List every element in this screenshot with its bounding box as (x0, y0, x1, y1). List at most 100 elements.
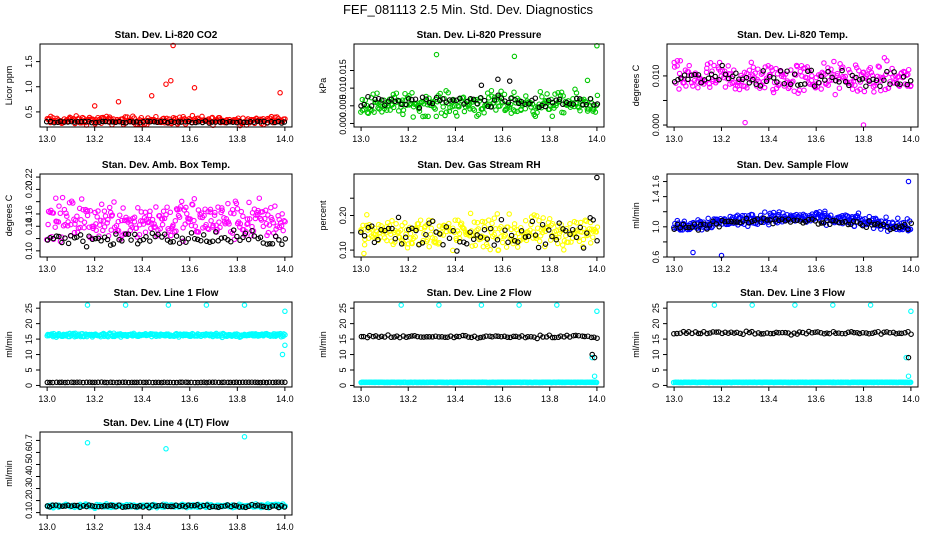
x-tick-label: 13.6 (494, 134, 512, 144)
data-point (456, 104, 462, 110)
data-point (489, 334, 495, 340)
data-point (77, 379, 83, 385)
data-point (489, 93, 495, 100)
data-point (893, 330, 899, 337)
y-tick-label: 0.20 (24, 181, 34, 199)
data-point (376, 106, 382, 112)
data-point (748, 59, 755, 66)
data-point (110, 379, 116, 386)
data-point (863, 224, 870, 231)
data-point (56, 379, 63, 386)
data-point (869, 222, 875, 228)
data-point (560, 93, 566, 99)
data-point (752, 331, 758, 337)
x-tick-label: 14.0 (588, 264, 606, 274)
data-point (478, 302, 485, 308)
data-point (282, 379, 288, 386)
data-point (768, 64, 774, 71)
data-point (203, 379, 210, 386)
data-point (674, 63, 680, 69)
data-point (474, 219, 481, 226)
data-point (412, 96, 419, 102)
data-point (219, 205, 225, 211)
data-point (811, 83, 818, 89)
data-point (281, 218, 287, 224)
x-tick-label: 14.0 (588, 394, 606, 404)
data-point (83, 379, 90, 386)
data-point (101, 208, 108, 214)
data-point (695, 330, 702, 337)
data-point (109, 212, 116, 218)
data-point (233, 200, 240, 207)
data-point (379, 109, 385, 115)
data-point (479, 218, 486, 225)
data-point (493, 97, 500, 103)
chart-title: Stan. Dev. Sample Flow (737, 160, 849, 171)
data-point (409, 333, 415, 339)
data-point (743, 328, 750, 335)
data-point (503, 244, 510, 250)
data-point (107, 242, 114, 248)
data-point (145, 219, 151, 226)
data-point (77, 232, 84, 238)
data-point (179, 379, 185, 386)
data-point (379, 97, 385, 103)
data-point (567, 231, 573, 238)
data-point (707, 60, 714, 66)
data-point (845, 329, 851, 336)
x-tick-label: 13.2 (86, 134, 104, 144)
data-point (249, 227, 255, 234)
data-point (173, 228, 179, 234)
data-point (594, 308, 600, 315)
data-point (505, 239, 511, 246)
data-point (115, 227, 122, 234)
data-point (164, 503, 171, 510)
data-point (797, 68, 804, 75)
data-point (805, 68, 811, 75)
data-point (240, 213, 246, 220)
data-point (45, 221, 51, 228)
data-point (548, 96, 554, 103)
data-point (399, 222, 405, 229)
x-tick-label: 13.2 (399, 394, 417, 404)
data-point (395, 214, 402, 221)
data-point (78, 118, 85, 125)
data-point (591, 102, 597, 108)
data-point (908, 220, 915, 227)
data-point (535, 244, 542, 251)
data-point (587, 219, 594, 226)
data-point (264, 232, 270, 239)
data-point (188, 230, 195, 236)
data-point (463, 241, 470, 247)
data-point (115, 218, 122, 225)
data-point (591, 373, 598, 379)
data-point (390, 104, 397, 111)
data-point (821, 60, 827, 66)
data-point (863, 330, 869, 336)
data-point (536, 238, 543, 245)
data-point (436, 334, 442, 340)
data-point (881, 329, 887, 336)
y-tick-label: 10 (651, 350, 661, 360)
data-point (705, 215, 711, 222)
data-point (93, 119, 99, 126)
data-point (267, 240, 273, 247)
data-point (84, 440, 91, 446)
data-point (432, 106, 438, 112)
data-point (845, 221, 851, 228)
data-point (570, 96, 576, 102)
data-point (845, 66, 852, 73)
data-point (904, 81, 910, 88)
data-point (252, 379, 258, 386)
data-point (671, 226, 677, 232)
data-point (119, 238, 125, 244)
data-point (130, 119, 137, 125)
data-point (167, 379, 173, 386)
data-point (491, 215, 498, 221)
data-point (488, 104, 495, 110)
data-point (744, 85, 750, 91)
data-point (907, 226, 914, 233)
data-point (191, 235, 198, 242)
data-point (183, 379, 189, 386)
data-point (866, 218, 872, 224)
